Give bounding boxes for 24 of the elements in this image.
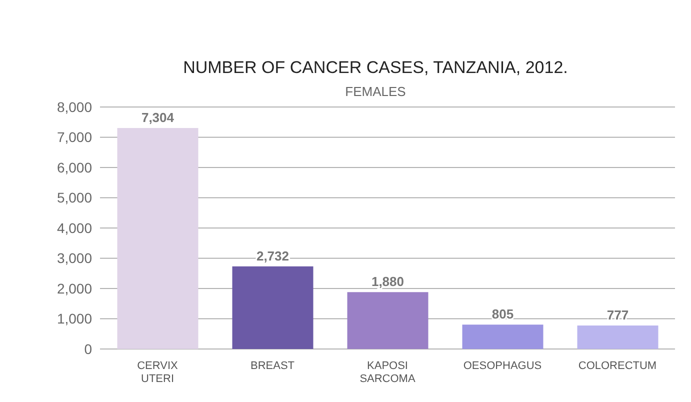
y-tick-label: 8,000: [56, 98, 92, 115]
chart-title: NUMBER OF CANCER CASES, TANZANIA, 2012.: [182, 58, 569, 78]
y-tick-label: 0: [84, 340, 92, 357]
data-label: 7,304: [141, 110, 175, 126]
data-label: 1,880: [371, 274, 404, 290]
bar: [232, 266, 314, 349]
bar: [577, 325, 658, 349]
y-tick-label: 6,000: [56, 159, 92, 176]
y-tick-label: 5,000: [56, 190, 92, 206]
bar: [117, 128, 198, 349]
x-tick-label: OESOPHAGUS: [463, 360, 542, 372]
y-tick-label: 4,000: [56, 220, 92, 236]
x-tick-label: COLORECTUM: [578, 360, 657, 372]
y-tick-label: 3,000: [56, 250, 92, 266]
chart-subtitle: FEMALES: [344, 84, 407, 99]
x-tick-label: BREAST: [250, 360, 295, 372]
y-tick-label: 2,000: [56, 280, 92, 296]
y-tick-label: 1,000: [56, 310, 92, 327]
x-tick-label: CERVIX UTERI: [137, 360, 179, 385]
x-tick-label: KAPOSI SARCOMA: [360, 360, 416, 385]
y-tick-label: 7,000: [56, 129, 92, 146]
bar: [462, 324, 544, 349]
bar: [347, 292, 428, 349]
data-label: 805: [492, 306, 514, 322]
